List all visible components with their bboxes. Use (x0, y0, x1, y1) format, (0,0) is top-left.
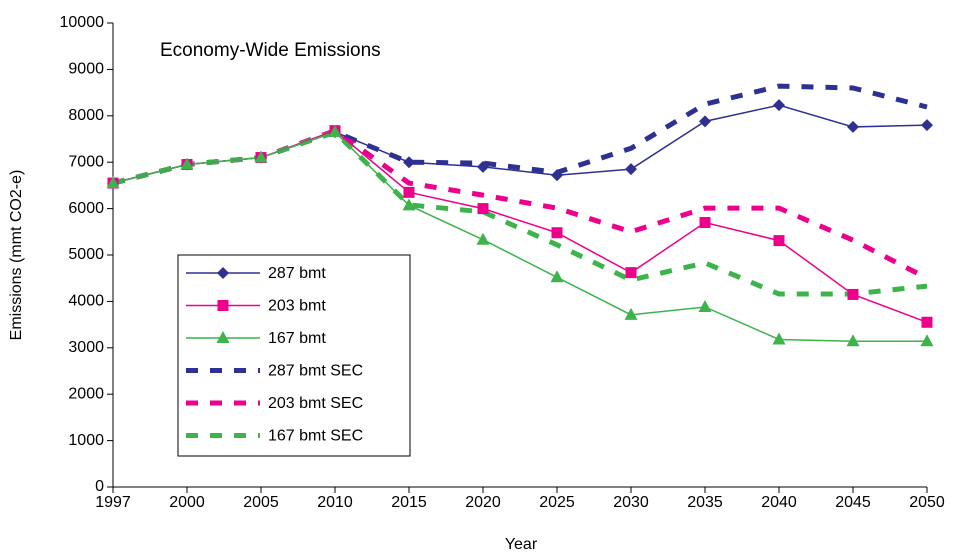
series-line (112, 131, 927, 343)
series-line (112, 127, 929, 281)
legend-label: 167 bmt (268, 330, 326, 347)
x-tick-label: 2005 (243, 494, 279, 511)
marker (216, 331, 230, 343)
marker (217, 267, 229, 279)
marker (551, 227, 563, 239)
marker (773, 99, 785, 112)
legend-label: 203 bmt SEC (268, 395, 363, 412)
marker (476, 232, 490, 245)
marker (846, 334, 860, 347)
y-tick-label: 6000 (68, 200, 104, 217)
x-tick-label: 2015 (391, 494, 427, 511)
series-line (112, 104, 928, 184)
marker (477, 160, 489, 173)
marker (106, 176, 120, 189)
legend-label: 287 bmt (268, 265, 326, 282)
marker (328, 125, 342, 138)
marker (550, 270, 564, 283)
marker (698, 299, 712, 312)
marker (772, 332, 786, 345)
marker (625, 163, 637, 176)
y-tick-label: 9000 (68, 61, 104, 78)
marker (699, 217, 711, 229)
y-tick-label: 0 (95, 478, 104, 495)
marker (403, 156, 415, 169)
y-tick-label: 5000 (68, 246, 104, 263)
marker (402, 198, 416, 211)
y-axis-title: Emissions (mmt CO2-e) (8, 170, 25, 341)
y-tick-label: 2000 (68, 385, 104, 402)
marker (477, 203, 489, 215)
x-axis-title: Year (505, 536, 538, 553)
marker (551, 169, 563, 182)
marker (920, 334, 934, 347)
y-tick-label: 8000 (68, 107, 104, 124)
legend-box (177, 254, 411, 457)
marker (403, 186, 415, 198)
legend-label: 167 bmt SEC (268, 428, 363, 445)
marker (921, 119, 933, 132)
legend: 287 bmt 203 bmt 167 bmt 287 bmt SEC 203 bmt … (177, 254, 411, 457)
marker (699, 115, 711, 128)
marker (773, 235, 785, 247)
legend-label: 203 bmt (268, 298, 326, 315)
x-tick-label: 2025 (539, 494, 575, 511)
x-tick-label: 2030 (613, 494, 649, 511)
marker (847, 288, 859, 300)
y-tick-label: 1000 (68, 432, 104, 449)
x-tick-label: 2050 (909, 494, 945, 511)
chart-title: Economy-Wide Emissions (160, 40, 381, 61)
marker (624, 307, 638, 320)
y-tick-label: 7000 (68, 153, 104, 170)
x-tick-label: 2020 (465, 494, 501, 511)
x-tick-label: 2045 (835, 494, 871, 511)
marker (625, 267, 637, 279)
series-line (112, 83, 928, 186)
y-tick-label: 10000 (60, 14, 105, 31)
marker (254, 150, 268, 163)
legend-label: 287 bmt SEC (268, 363, 363, 380)
x-tick-label: 2000 (169, 494, 205, 511)
x-tick-label: 2010 (317, 494, 353, 511)
y-tick-label: 4000 (68, 293, 104, 310)
marker (180, 157, 194, 170)
marker (921, 316, 933, 328)
marker (847, 120, 859, 133)
x-tick-label: 2040 (761, 494, 797, 511)
marker (217, 300, 229, 311)
x-tick-label: 1997 (95, 494, 131, 511)
x-tick-label: 2035 (687, 494, 723, 511)
y-tick-label: 3000 (68, 339, 104, 356)
